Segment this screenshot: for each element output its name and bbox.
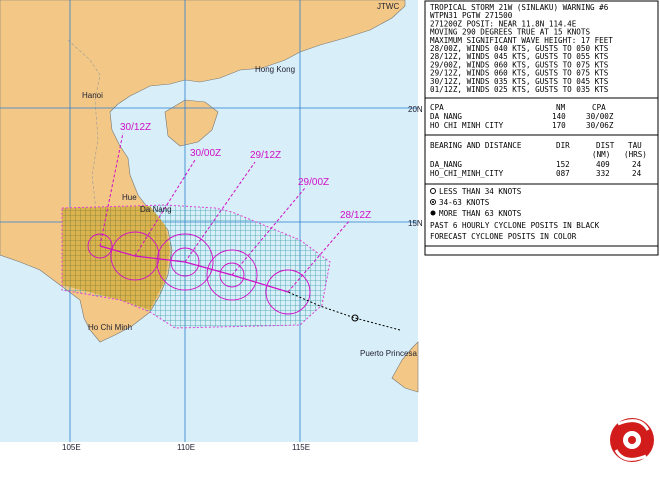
forecast-time: 29/12Z — [250, 150, 281, 161]
warning-line: 01/12Z, WINDS 025 KTS, GUSTS TO 035 KTS — [430, 85, 609, 94]
cpa-cell: 140 — [552, 112, 566, 121]
place: Hue — [122, 193, 137, 202]
danger-outline — [61, 204, 331, 329]
forecast-time: 29/00Z — [298, 177, 329, 188]
bearing-header: DIST — [596, 141, 615, 150]
bearing-header: TAU — [628, 141, 642, 150]
warning-line: TROPICAL STORM 21W (SINLAKU) WARNING #6 — [430, 3, 609, 12]
place: Da Nang — [140, 205, 172, 214]
bearing-unit: (HRS) — [624, 150, 647, 159]
forecast-leaders — [99, 132, 351, 293]
wind-radii — [87, 231, 311, 315]
legend-entry: LESS THAN 34 KNOTS — [439, 187, 522, 196]
forecast-time: 30/00Z — [190, 148, 221, 159]
lat-label: 15N — [408, 219, 423, 228]
cpa-cell: 30/06Z — [586, 121, 614, 130]
agency: JTWC — [377, 2, 399, 11]
bearing-cell: 409 — [596, 160, 610, 169]
hainan — [164, 99, 219, 147]
cpa-cell: 30/00Z — [586, 112, 614, 121]
warning-line: WTPN31 PGTW 271500 — [430, 11, 513, 20]
cpa-cell: HO CHI MINH CITY — [430, 121, 504, 130]
cpa-header: NM — [556, 103, 566, 112]
place: Ho Chi Minh — [88, 323, 132, 332]
bearing-unit: (NM) — [592, 150, 610, 159]
warning-line: 28/12Z, WINDS 045 KTS, GUSTS TO 055 KTS — [430, 52, 609, 61]
past-track — [287, 291, 401, 331]
danger-area-land — [62, 206, 170, 310]
lon-label: 105E — [62, 443, 81, 452]
bearing-cell: HO_CHI_MINH_CITY — [430, 169, 504, 178]
place: Puerto Princesa — [360, 349, 417, 358]
bearing-header: DIR — [556, 141, 570, 150]
cpa-header: CPA — [430, 103, 444, 112]
legend-entry: 34-63 KNOTS — [439, 198, 490, 207]
bearing-header: BEARING AND DISTANCE — [430, 141, 522, 150]
lon-label: 110E — [177, 443, 195, 452]
warning-line: 271200Z POSIT: NEAR 11.8N 114.4E — [430, 19, 577, 28]
cpa-cell: 170 — [552, 121, 566, 130]
warning-line: 29/00Z, WINDS 060 KTS, GUSTS TO 075 KTS — [430, 60, 609, 69]
place: Hanoi — [82, 91, 103, 100]
bearing-cell: DA_NANG — [430, 160, 462, 169]
bearing-cell: 087 — [556, 169, 570, 178]
bearing-cell: 24 — [632, 160, 642, 169]
warning-line: MOVING 290 DEGREES TRUE AT 15 KNOTS — [430, 28, 590, 37]
cpa-header: CPA — [592, 103, 606, 112]
legend-entry: FORECAST CYCLONE POSITS IN COLOR — [430, 232, 577, 241]
warning-line: 29/12Z, WINDS 060 KTS, GUSTS TO 075 KTS — [430, 69, 609, 78]
forecast-time: 30/12Z — [120, 122, 151, 133]
logo — [610, 418, 654, 462]
legend-box — [424, 183, 659, 247]
forecast-time: 28/12Z — [340, 210, 371, 221]
warning-panel: TROPICAL STORM 21W (SINLAKU) WARNING #6W… — [424, 0, 659, 256]
palawan — [391, 341, 419, 393]
warning-line: 28/00Z, WINDS 040 KTS, GUSTS TO 050 KTS — [430, 44, 609, 53]
bearing-cell: 332 — [596, 169, 610, 178]
past-posit — [351, 314, 359, 322]
warning-line: 30/12Z, WINDS 035 KTS, GUSTS TO 045 KTS — [430, 77, 609, 86]
legend-entry: MORE THAN 63 KNOTS — [439, 209, 522, 218]
map: 30/12Z 30/00Z 29/12Z 29/00Z 28/12Z JTWC … — [0, 0, 423, 452]
lat-label: 20N — [408, 105, 423, 114]
legend-entry: PAST 6 HOURLY CYCLONE POSITS IN BLACK — [430, 221, 600, 230]
warning-line: MAXIMUM SIGNIFICANT WAVE HEIGHT: 17 FEET — [430, 36, 613, 45]
place: Hong Kong — [255, 65, 295, 74]
bearing-cell: 152 — [556, 160, 570, 169]
lon-label: 115E — [292, 443, 310, 452]
bearing-cell: 24 — [632, 169, 642, 178]
cpa-cell: DA NANG — [430, 112, 462, 121]
